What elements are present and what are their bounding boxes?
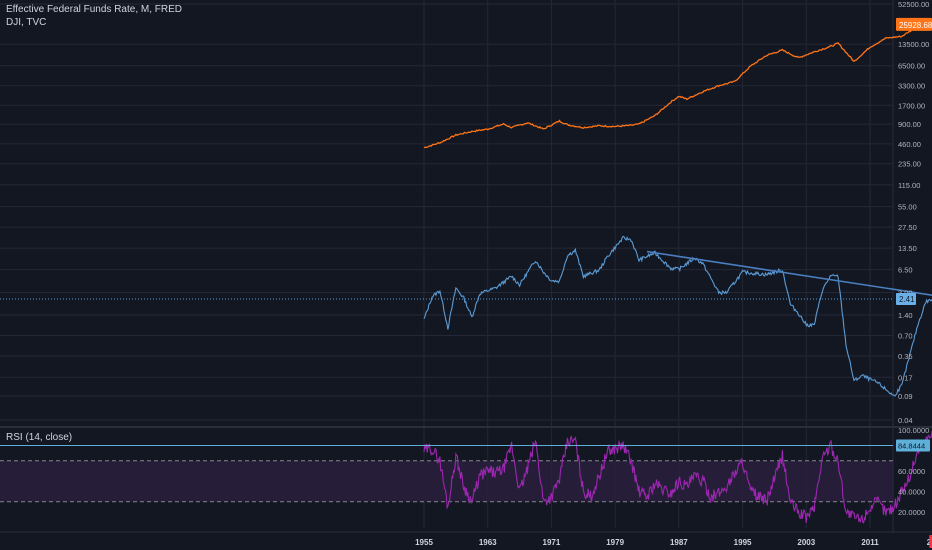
y-tick-label: 55.00: [898, 203, 917, 212]
x-tick-label: 2011: [861, 538, 879, 547]
y-tick-label: 0.35: [898, 352, 913, 361]
y-tick-label: 27.50: [898, 223, 917, 232]
y-tick-label: 0.09: [898, 392, 913, 401]
x-tick-label: 1987: [670, 538, 688, 547]
y-tick-label: 52500.00: [898, 0, 929, 9]
x-tick-label: 1979: [606, 538, 624, 547]
chart-title: Effective Federal Funds Rate, M, FRED: [6, 4, 182, 15]
rsi-tick-label: 40.0000: [898, 488, 925, 497]
dji-line: [423, 22, 932, 149]
rsi-tick-label: 20.0000: [898, 508, 925, 517]
x-tick-label: 1971: [543, 538, 561, 547]
x-tick-label: 1955: [415, 538, 433, 547]
rsi-line: [423, 430, 932, 524]
date-marker-badge: [929, 535, 932, 548]
rsi-legend: RSI (14, close): [6, 432, 73, 443]
trendline: [646, 250, 932, 296]
y-tick-label: 900.00: [898, 120, 921, 129]
x-tick-label: 1963: [479, 538, 497, 547]
fed-funds-line: [423, 235, 932, 397]
dji-last-value-label: 25928.68: [899, 21, 932, 30]
series-layer: [423, 22, 932, 524]
fed-funds-last-value-badge: [896, 292, 916, 305]
rsi-tick-label: 60.0000: [898, 467, 925, 476]
chart-subtitle: DJI, TVC: [6, 17, 47, 28]
y-tick-label: 1700.00: [898, 101, 925, 110]
x-tick-label: 2003: [797, 538, 815, 547]
y-tick-label: 6.50: [898, 266, 913, 275]
y-tick-label: 13500.00: [898, 40, 929, 49]
rsi-tick-label: 100.0000: [898, 426, 929, 435]
fed-funds-last-value-label: 2.41: [899, 295, 915, 304]
rsi-last-value-badge: [896, 439, 930, 452]
y-tick-label: 115.00: [898, 181, 920, 190]
dji-last-value-badge: [896, 17, 932, 31]
annotation-layer: [0, 250, 932, 447]
y-tick-label: 235.00: [898, 160, 921, 169]
y-tick-label: 0.70: [898, 331, 913, 340]
axis-layer: 52500.00 25928.68 13500.00 6500.00 3300.00 17…: [415, 0, 932, 548]
x-tick-label: 2: [927, 538, 932, 547]
y-tick-label: 460.00: [898, 140, 921, 149]
rsi-last-value-label: 84.8444: [898, 442, 925, 451]
y-tick-label: 0.17: [898, 373, 913, 382]
y-tick-label: 6500.00: [898, 62, 925, 71]
x-tick-label: 1995: [734, 538, 752, 547]
y-tick-label: 0.04: [898, 416, 913, 425]
grid: [0, 0, 932, 533]
y-tick-label: 13.50: [898, 244, 917, 253]
y-tick-label: 3300.00: [898, 82, 925, 91]
y-tick-label: 1.40: [898, 311, 913, 320]
